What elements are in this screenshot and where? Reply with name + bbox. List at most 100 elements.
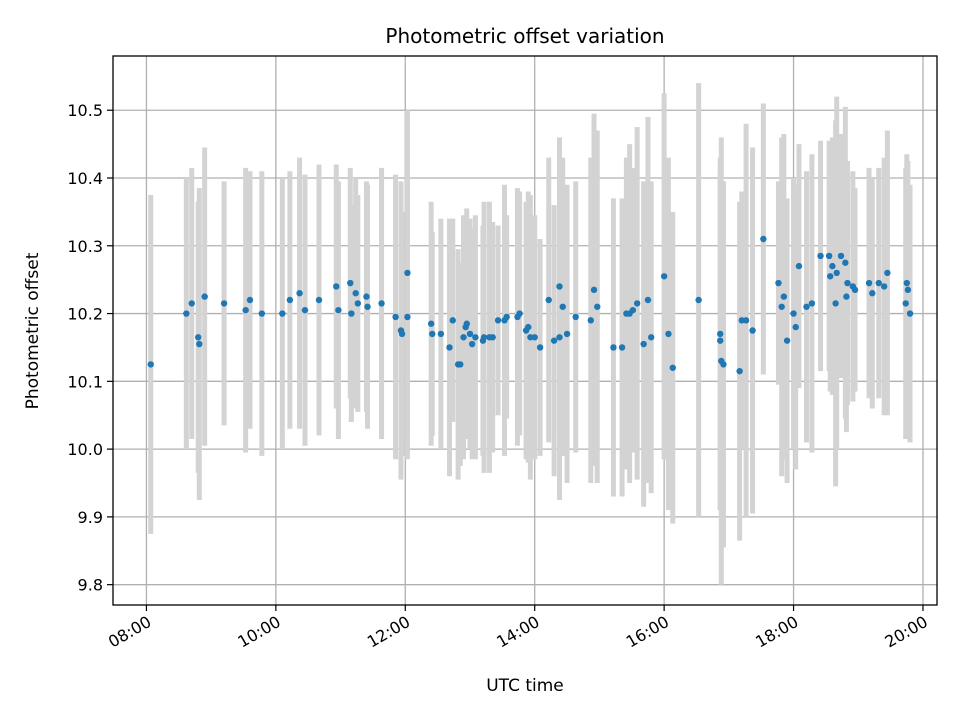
data-point — [742, 317, 750, 324]
y-tick-label: 10.1 — [67, 372, 103, 391]
data-point — [665, 330, 672, 338]
data-point — [556, 334, 563, 341]
data-point — [463, 320, 470, 327]
y-tick-label: 10.4 — [67, 169, 103, 188]
data-point — [147, 361, 154, 368]
data-point — [869, 290, 876, 297]
y-tick-label: 10.5 — [67, 101, 103, 120]
data-point — [536, 344, 544, 351]
data-point — [364, 303, 371, 310]
x-tick-label: 08:00 — [105, 612, 154, 652]
data-point — [833, 269, 840, 277]
data-point — [494, 317, 502, 324]
data-point — [906, 310, 914, 317]
data-point — [829, 262, 836, 270]
plot-frame — [112, 55, 938, 606]
data-point — [363, 293, 370, 300]
data-point — [545, 296, 552, 304]
data-point — [884, 269, 891, 277]
data-point — [296, 290, 303, 297]
data-points — [147, 235, 914, 375]
data-point — [717, 337, 724, 344]
data-point — [404, 313, 411, 321]
data-point — [880, 283, 888, 290]
data-point — [792, 323, 799, 331]
data-point — [466, 330, 474, 338]
data-point — [183, 310, 190, 317]
data-point — [803, 303, 810, 310]
data-point — [429, 330, 436, 338]
data-point — [875, 279, 882, 287]
data-point — [644, 296, 652, 304]
data-point — [903, 279, 911, 287]
x-axis-title: UTC time — [486, 676, 564, 696]
data-point — [563, 330, 571, 338]
data-point — [468, 340, 476, 348]
y-tick-label: 10.0 — [67, 440, 103, 459]
data-point — [503, 313, 510, 321]
data-point — [783, 337, 791, 344]
data-point — [780, 293, 788, 300]
data-point — [348, 310, 355, 317]
x-tick-label: 16:00 — [623, 612, 672, 652]
data-point — [720, 361, 727, 368]
data-point — [550, 337, 558, 344]
data-point — [587, 317, 594, 324]
data-point — [354, 300, 362, 307]
data-point — [472, 334, 479, 341]
data-point — [315, 296, 323, 304]
data-point — [286, 296, 294, 304]
data-point — [795, 262, 803, 270]
data-point — [851, 286, 859, 294]
data-point — [843, 293, 850, 300]
data-point — [378, 300, 385, 307]
data-point — [647, 334, 655, 341]
data-point — [610, 344, 617, 351]
x-tick-label: 20:00 — [882, 612, 931, 652]
data-point — [633, 300, 641, 307]
data-point — [902, 300, 909, 307]
data-point — [516, 310, 523, 317]
data-point — [775, 279, 782, 287]
data-point — [842, 259, 849, 266]
data-point — [790, 310, 797, 317]
y-axis-title: Photometric offset — [23, 252, 43, 409]
data-point — [333, 283, 340, 290]
data-point — [446, 344, 453, 351]
y-axis: 9.8 9.9 10.0 10.1 10.2 10.3 10.4 10.5 — [67, 101, 113, 595]
data-point — [220, 300, 228, 307]
data-point — [717, 330, 724, 338]
data-point — [457, 361, 464, 368]
chart-title: Photometric offset variation — [385, 24, 664, 48]
data-point — [844, 279, 851, 287]
error-bars — [148, 83, 913, 585]
y-tick-label: 10.2 — [67, 305, 103, 324]
data-point — [531, 334, 538, 341]
data-point — [398, 330, 406, 338]
data-point — [195, 334, 202, 341]
data-point — [904, 286, 912, 294]
data-point — [837, 252, 845, 260]
data-point — [246, 296, 254, 304]
data-point — [736, 367, 743, 375]
data-point — [449, 317, 456, 324]
data-point — [427, 320, 435, 327]
data-point — [865, 279, 873, 287]
x-tick-label: 10:00 — [234, 612, 283, 652]
data-point — [669, 364, 676, 371]
data-point — [525, 323, 532, 331]
data-point — [196, 340, 203, 348]
data-point — [188, 300, 195, 307]
data-point — [832, 300, 839, 307]
data-point — [808, 300, 816, 307]
x-tick-label: 14:00 — [493, 612, 542, 652]
data-point — [556, 283, 563, 290]
data-point — [489, 334, 496, 341]
data-point — [749, 327, 756, 334]
data-point — [817, 252, 824, 260]
data-point — [242, 306, 249, 314]
data-point — [618, 344, 626, 351]
data-point — [347, 279, 354, 287]
data-point — [590, 286, 598, 294]
